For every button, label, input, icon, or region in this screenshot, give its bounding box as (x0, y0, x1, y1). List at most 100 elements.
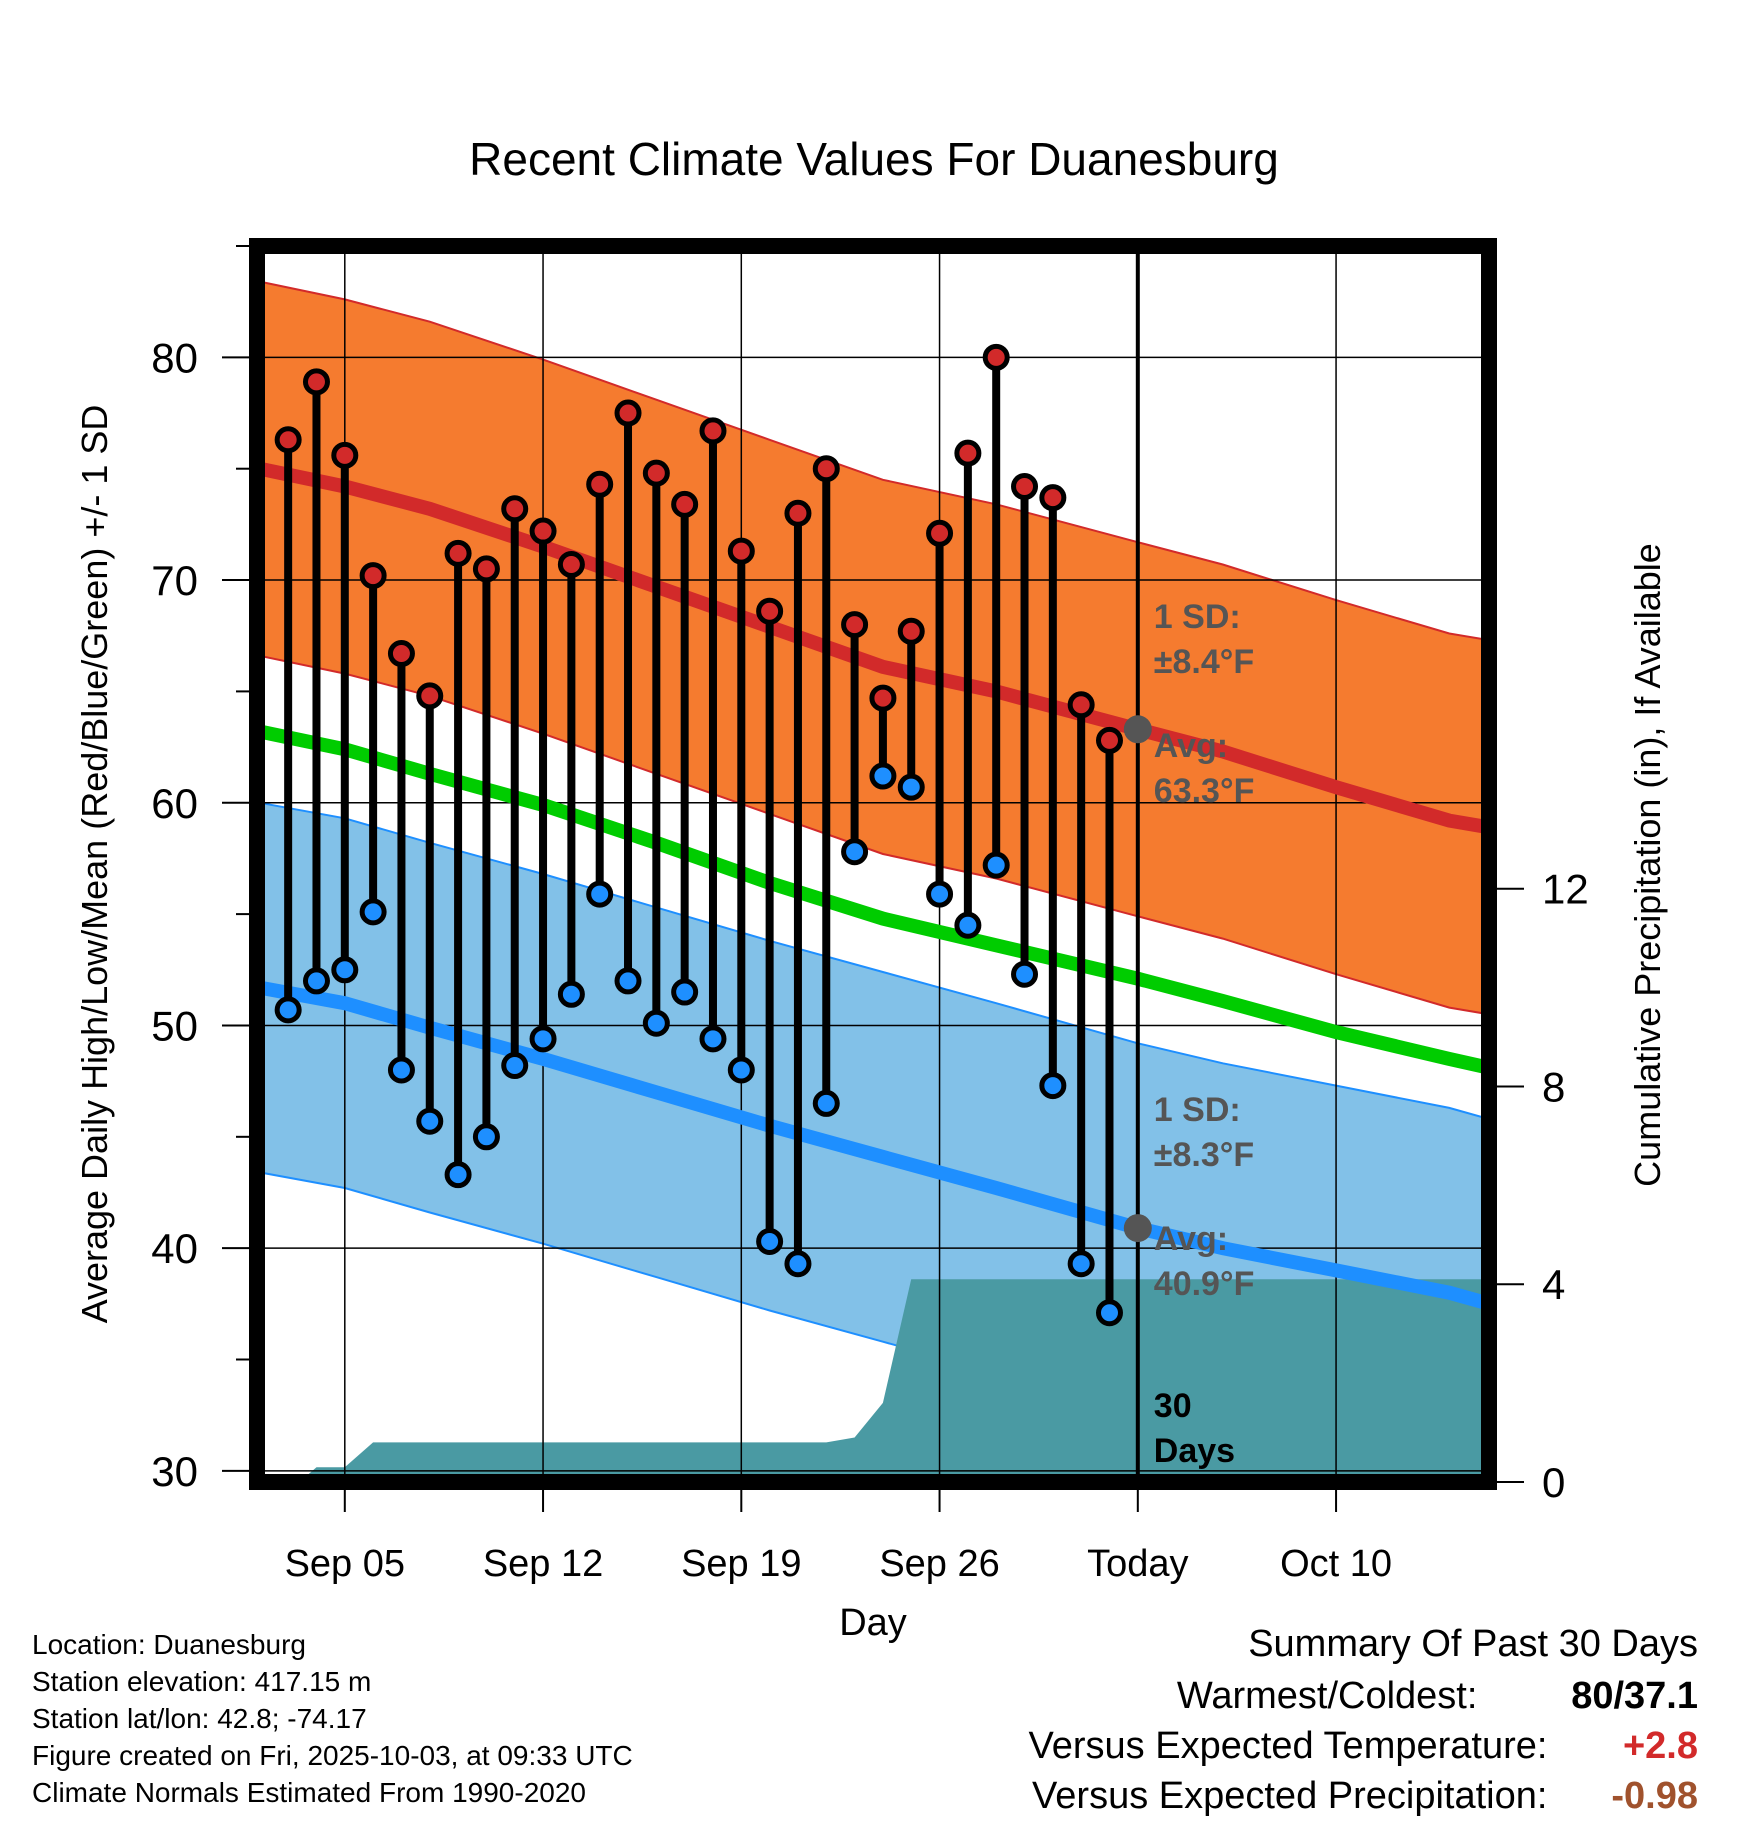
daily-low-point (642, 1009, 670, 1037)
x-tick-label: Sep 26 (879, 1543, 999, 1585)
y-axis-label: Average Daily High/Low/Mean (Red/Blue/Gr… (74, 405, 115, 1324)
high-sd-band (258, 280, 1489, 1016)
daily-high-point (784, 499, 812, 527)
normal-high-line (258, 461, 1489, 835)
temp-value: +2.8 (1622, 1725, 1698, 1767)
y2-axis-label: Cumulative Precipitation (in), If Availa… (1627, 543, 1668, 1187)
daily-low-point (699, 1025, 727, 1053)
daily-high-point (699, 417, 727, 445)
daily-high-point (302, 368, 330, 396)
temp-label: Versus Expected Temperature: (1028, 1725, 1548, 1767)
y2-tick-label: 0 (1542, 1459, 1565, 1506)
daily-low-point (727, 1056, 755, 1084)
daily-low-point (954, 911, 982, 939)
warmest-coldest-label: Warmest/Coldest: (1176, 1675, 1478, 1717)
daily-low-point (444, 1161, 472, 1189)
y2-tick-label: 4 (1542, 1261, 1565, 1308)
x-tick-label: Today (1087, 1543, 1188, 1585)
daily-high-point (671, 490, 699, 518)
daily-high-point (982, 343, 1010, 371)
daily-high-point (331, 441, 359, 469)
low-sd-value: ±8.3°F (1154, 1136, 1254, 1174)
daily-low-point (671, 978, 699, 1006)
today-high-avg-marker (1123, 715, 1152, 744)
daily-low-point (416, 1107, 444, 1135)
daily-low-point (1095, 1299, 1123, 1327)
summary-title: Summary Of Past 30 Days (1248, 1623, 1698, 1666)
today-low-avg-marker (1123, 1214, 1152, 1243)
daily-low-point (869, 762, 897, 790)
daily-high-point (444, 539, 472, 567)
daily-high-point (926, 519, 954, 547)
daily-high-point (841, 611, 869, 639)
daily-high-point (416, 682, 444, 710)
high-avg-label: Avg: (1154, 727, 1228, 765)
daily-low-point (756, 1227, 784, 1255)
daily-low-point (302, 967, 330, 995)
daily-high-point (529, 517, 557, 545)
daily-high-point (954, 439, 982, 467)
daily-high-point (812, 455, 840, 483)
low-avg-label: Avg: (1154, 1220, 1228, 1258)
axes: 30 40 50 60 70 80 0 4 8 12 Sep 05 Sep 12 Sep 19 Sep 2… (151, 245, 1589, 1585)
summary-precip: Versus Expected Precipitation: -0.98 (1032, 1775, 1698, 1818)
normals-period: Climate Normals Estimated From 1990-2020 (32, 1777, 586, 1808)
daily-low-point (1011, 960, 1039, 988)
summary-title-text: Summary Of Past 30 Days (1248, 1623, 1698, 1665)
x-axis-label: Day (839, 1602, 907, 1644)
daily-high-point (614, 399, 642, 427)
summary-warmest-coldest: Warmest/Coldest: 80/37.1 (1177, 1675, 1698, 1718)
y2-tick-label: 12 (1542, 866, 1589, 913)
daily-high-point (501, 495, 529, 523)
daily-low-point (387, 1056, 415, 1084)
y-tick-label: 80 (151, 334, 198, 381)
low-avg-value: 40.9°F (1154, 1265, 1255, 1303)
daily-low-point (529, 1025, 557, 1053)
daily-high-point (387, 640, 415, 668)
plot-border (249, 238, 1497, 1490)
daily-high-point (1067, 691, 1095, 719)
daily-low-point (926, 880, 954, 908)
daily-high-point (756, 597, 784, 625)
warmest-coldest-value: 80/37.1 (1571, 1675, 1698, 1717)
daily-high-point (1039, 484, 1067, 512)
x-tick-label: Oct 10 (1280, 1543, 1392, 1585)
station-info: Location: Duanesburg Station elevation: … (32, 1626, 633, 1811)
summary-temp: Versus Expected Temperature: +2.8 (1029, 1725, 1698, 1768)
precip-label: Versus Expected Precipitation: (1032, 1775, 1548, 1817)
precip-area (299, 1279, 1489, 1482)
daily-high-point (869, 684, 897, 712)
daily-low-point (331, 956, 359, 984)
daily-low-point (841, 838, 869, 866)
precip-value: -0.98 (1611, 1775, 1698, 1817)
daily-high-point (1011, 473, 1039, 501)
plot-frame (249, 238, 1497, 1490)
y-tick-label: 50 (151, 1002, 198, 1049)
window-days-number: 30 (1154, 1387, 1192, 1425)
station-location: Location: Duanesburg (32, 1629, 306, 1660)
daily-low-point (501, 1052, 529, 1080)
high-sd-value: ±8.4°F (1154, 643, 1254, 681)
station-elevation: Station elevation: 417.15 m (32, 1666, 372, 1697)
daily-low-point (784, 1250, 812, 1278)
y-tick-label: 40 (151, 1225, 198, 1272)
station-latlon: Station lat/lon: 42.8; -74.17 (32, 1703, 367, 1734)
daily-high-point (1095, 726, 1123, 754)
window-days-unit: Days (1154, 1432, 1235, 1470)
daily-low-point (812, 1089, 840, 1117)
daily-high-point (557, 550, 585, 578)
daily-low-point (982, 851, 1010, 879)
y2-tick-label: 8 (1542, 1063, 1565, 1110)
high-avg-value: 63.3°F (1154, 772, 1255, 810)
y-tick-label: 70 (151, 557, 198, 604)
daily-low-point (557, 980, 585, 1008)
daily-high-point (359, 562, 387, 590)
daily-low-point (897, 773, 925, 801)
daily-low-point (472, 1123, 500, 1151)
x-tick-label: Sep 05 (285, 1543, 405, 1585)
daily-high-point (727, 537, 755, 565)
daily-low-point (614, 967, 642, 995)
daily-low-point (274, 996, 302, 1024)
x-tick-label: Sep 12 (483, 1543, 603, 1585)
x-tick-label: Sep 19 (681, 1543, 801, 1585)
